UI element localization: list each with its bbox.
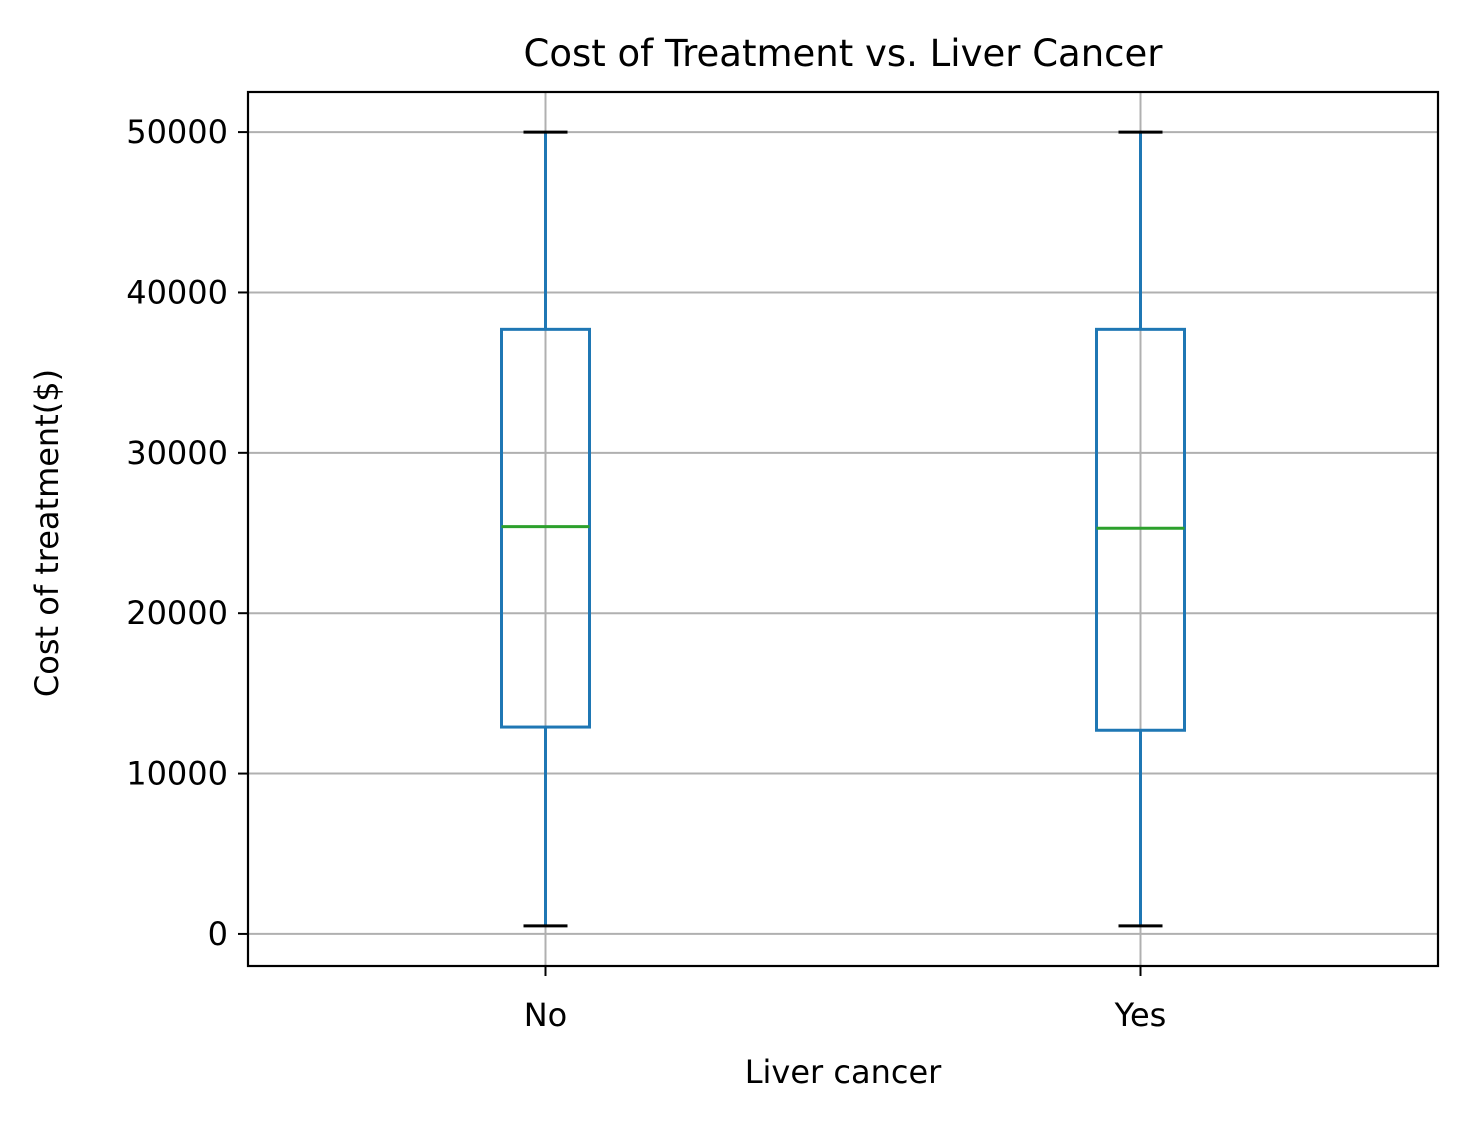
box-no: [500, 130, 591, 928]
y-tick-label: 50000: [126, 113, 228, 151]
y-tick-label: 10000: [126, 755, 228, 793]
axis-ticks: 0 10000 20000 30000 40000 50000 No Yes: [126, 113, 1166, 1034]
chart-title: Cost of Treatment vs. Liver Cancer: [524, 32, 1164, 75]
plot-area-frame: [246, 90, 1440, 968]
y-tick-label: 30000: [126, 434, 228, 472]
y-axis-label: Cost of treatment($): [28, 369, 66, 697]
box-yes: [1095, 130, 1186, 928]
y-tick-label: 40000: [126, 273, 228, 311]
y-tick-label: 20000: [126, 594, 228, 632]
x-tick-label: Yes: [1114, 996, 1167, 1034]
iqr-box: [500, 327, 591, 729]
y-tick-label: 0: [208, 915, 228, 953]
iqr-box: [1095, 327, 1186, 732]
x-tick-label: No: [524, 996, 568, 1034]
x-axis-label: Liver cancer: [745, 1053, 942, 1091]
box-plots: [500, 130, 1186, 928]
